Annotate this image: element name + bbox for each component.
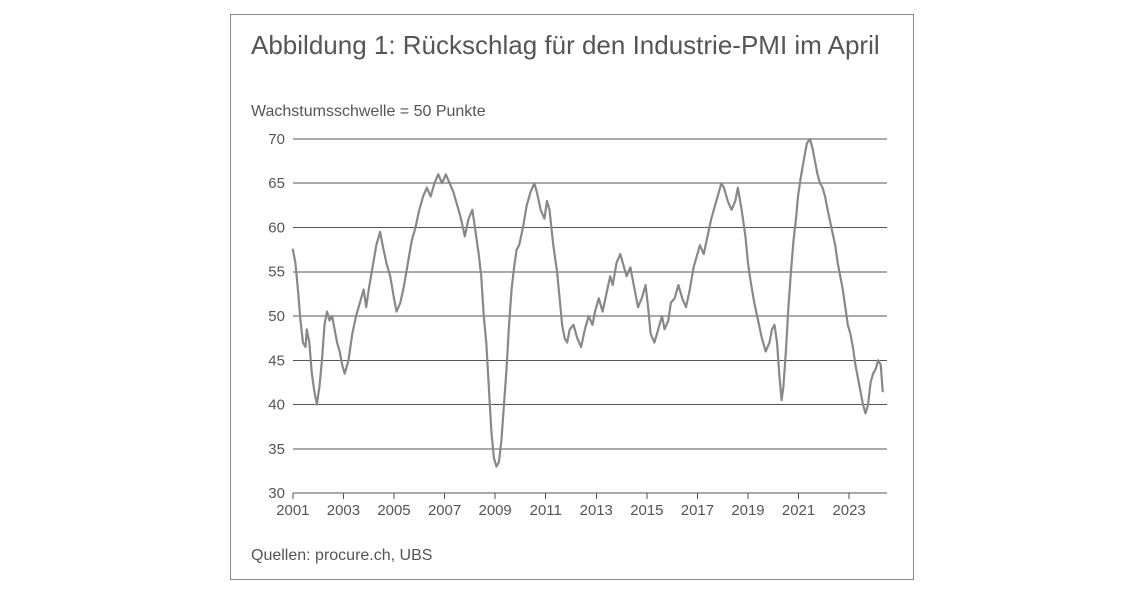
svg-text:2009: 2009 bbox=[479, 502, 512, 519]
svg-text:40: 40 bbox=[268, 397, 285, 414]
figure-source: Quellen: procure.ch, UBS bbox=[251, 547, 432, 565]
svg-text:2015: 2015 bbox=[630, 502, 663, 519]
svg-text:2007: 2007 bbox=[428, 502, 461, 519]
svg-text:35: 35 bbox=[268, 441, 285, 458]
figure-subtitle: Wachstumsschwelle = 50 Punkte bbox=[251, 103, 486, 121]
svg-text:2017: 2017 bbox=[681, 502, 714, 519]
figure-title: Abbildung 1: Rückschlag für den Industri… bbox=[251, 29, 893, 62]
svg-text:65: 65 bbox=[268, 175, 285, 192]
svg-text:2003: 2003 bbox=[327, 502, 360, 519]
svg-text:2019: 2019 bbox=[731, 502, 764, 519]
svg-text:2021: 2021 bbox=[782, 502, 815, 519]
svg-text:2011: 2011 bbox=[530, 502, 562, 519]
svg-text:30: 30 bbox=[268, 485, 285, 502]
svg-text:70: 70 bbox=[268, 131, 285, 148]
svg-text:55: 55 bbox=[268, 264, 285, 281]
svg-text:2023: 2023 bbox=[832, 502, 865, 519]
svg-text:60: 60 bbox=[268, 219, 285, 236]
svg-text:50: 50 bbox=[268, 308, 285, 325]
svg-text:45: 45 bbox=[268, 352, 285, 369]
svg-text:2005: 2005 bbox=[377, 502, 410, 519]
chart-svg: 30 35 40 45 50 55 60 65 70 2001 2003 2005 2007 2009 20… bbox=[251, 127, 893, 519]
figure-frame: Abbildung 1: Rückschlag für den Industri… bbox=[230, 14, 914, 580]
chart-plot: 30 35 40 45 50 55 60 65 70 2001 2003 2005 2007 2009 20… bbox=[251, 127, 893, 519]
svg-text:2001: 2001 bbox=[276, 502, 309, 519]
svg-text:2013: 2013 bbox=[580, 502, 613, 519]
